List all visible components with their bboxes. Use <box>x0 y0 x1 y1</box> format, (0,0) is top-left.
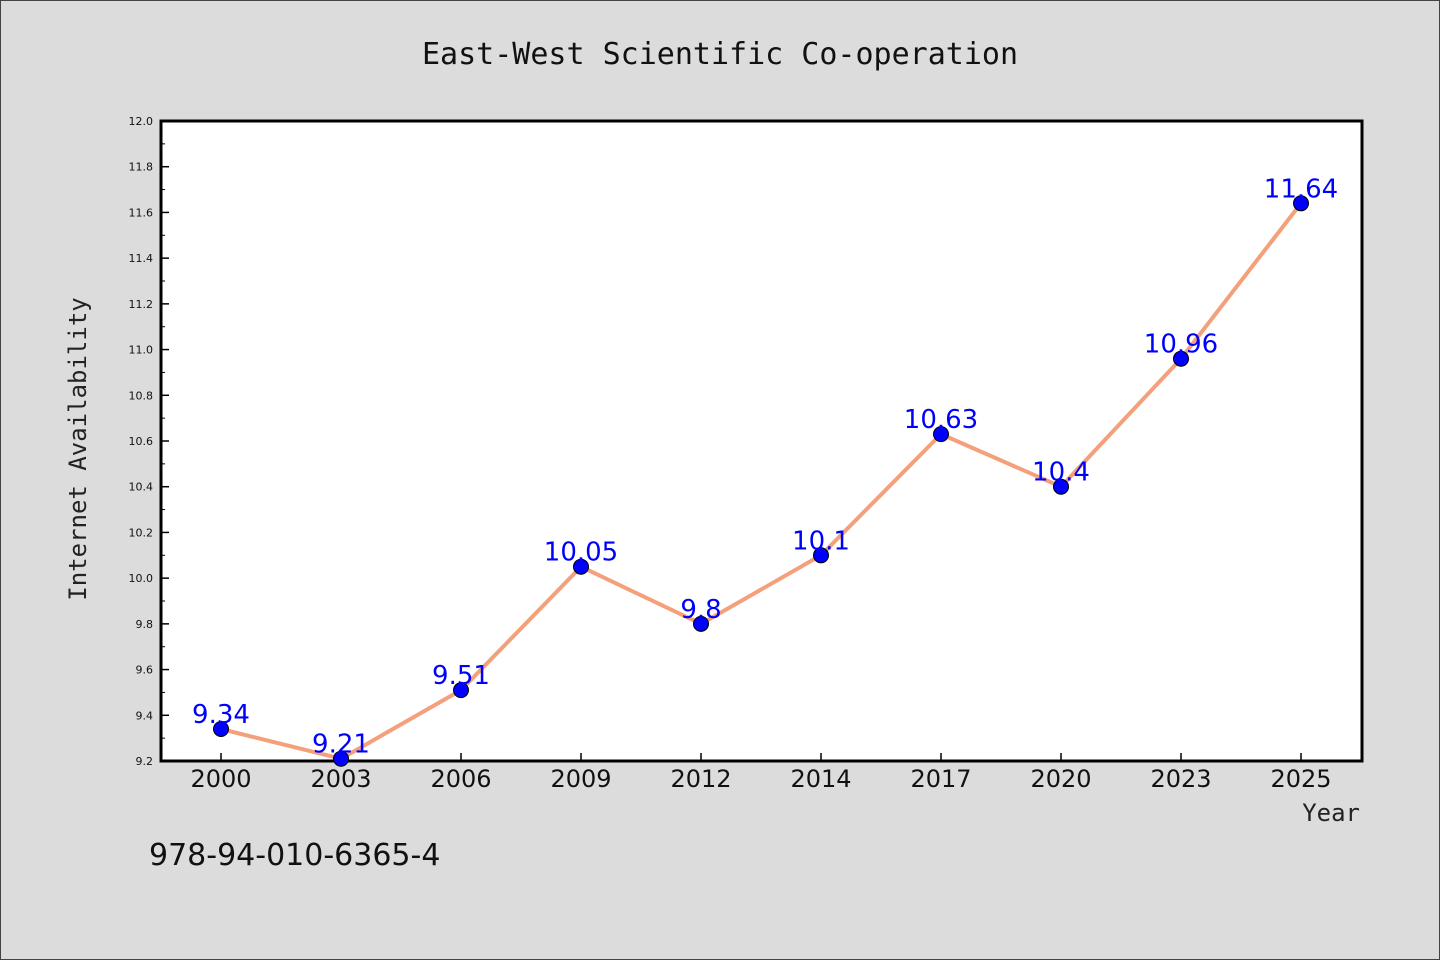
x-tick-label: 2014 <box>790 765 851 793</box>
data-label: 10.05 <box>544 538 618 568</box>
y-tick-label: 11.2 <box>129 298 154 311</box>
x-tick-label: 2009 <box>550 765 611 793</box>
x-tick-label: 2012 <box>670 765 731 793</box>
x-tick-label: 2020 <box>1030 765 1091 793</box>
x-tick-label: 2006 <box>430 765 491 793</box>
data-label: 10.4 <box>1032 458 1090 488</box>
data-point <box>1053 478 1069 495</box>
data-point <box>813 547 829 564</box>
x-tick-label: 2017 <box>910 765 971 793</box>
chart-title: East-West Scientific Co-operation <box>422 37 1018 72</box>
data-label: 10.1 <box>792 526 850 556</box>
y-tick-label: 11.8 <box>129 161 154 174</box>
y-axis: 9.2 9.4 9.6 9.8 10.0 10.2 10.4 10.6 10.8 11.0 11.2… <box>129 115 169 768</box>
y-tick-label: 9.2 <box>136 755 154 768</box>
y-axis-label: Internet Availability <box>64 297 92 600</box>
x-tick-label: 2023 <box>1150 765 1211 793</box>
y-tick-label: 9.8 <box>136 618 154 631</box>
data-label: 9.8 <box>680 595 721 625</box>
x-axis-label: Year <box>1302 799 1360 827</box>
data-point <box>573 558 589 575</box>
plot-area <box>159 119 1364 763</box>
data-point <box>933 426 949 443</box>
x-tick-label: 2025 <box>1270 765 1331 793</box>
y-tick-label: 10.6 <box>129 435 154 448</box>
data-label: 10.96 <box>1144 330 1218 360</box>
data-point <box>1173 350 1189 367</box>
data-point <box>213 721 229 737</box>
y-tick-label: 11.6 <box>129 206 154 219</box>
y-tick-label: 10.0 <box>129 572 154 585</box>
x-tick-label: 2003 <box>310 765 371 793</box>
data-point <box>453 682 469 699</box>
y-tick-label: 10.2 <box>129 526 154 539</box>
x-tick-label: 2000 <box>190 765 251 793</box>
y-tick-label: 9.6 <box>136 664 154 677</box>
y-tick-label: 11.4 <box>129 252 154 265</box>
data-point <box>1293 195 1309 212</box>
isbn-text: 978-94-010-6365-4 <box>149 838 440 873</box>
x-axis: 2000 2003 2006 2009 2012 2014 2017 2020 2023 2025 <box>190 753 1332 793</box>
y-tick-label: 10.4 <box>129 481 154 494</box>
y-tick-label: 9.4 <box>136 709 154 722</box>
data-label: 9.51 <box>432 661 490 691</box>
y-tick-label: 10.8 <box>129 389 154 402</box>
data-point <box>693 615 709 632</box>
data-label: 11.64 <box>1264 174 1338 204</box>
data-label: 9.21 <box>312 730 370 760</box>
data-point <box>333 750 349 767</box>
y-tick-label: 12.0 <box>129 115 154 128</box>
series-line <box>219 201 1303 761</box>
y-tick-label: 11.0 <box>129 344 154 357</box>
series-layer: 9.34 9.21 9.51 10.05 9.8 10.1 10.63 10.4 10.96 11… <box>192 174 1338 767</box>
data-label: 9.34 <box>192 700 250 730</box>
data-label: 10.63 <box>904 405 978 435</box>
